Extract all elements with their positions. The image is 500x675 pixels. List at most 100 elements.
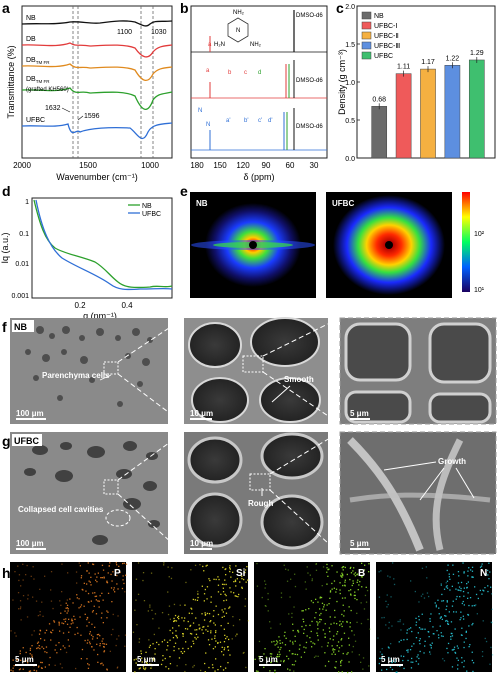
svg-text:b: b <box>228 70 232 76</box>
curve-d-ufbc <box>35 199 173 291</box>
b-xtick-30: 30 <box>310 161 319 170</box>
panel-c-density-chart: Density (g cm⁻³) 0.0 0.5 1.0 1.5 2.0 0.68 1.1… <box>337 4 496 163</box>
panel-h-eds-maps: P 5 μm Si 5 μm B 5 μm N 5 μm <box>10 562 494 674</box>
saxs-label-nb: NB <box>196 199 208 208</box>
eds-map-background <box>376 562 492 672</box>
d-ytick-0001: 0.001 <box>11 293 29 300</box>
svg-text:d': d' <box>268 118 272 124</box>
panel-d-frame <box>31 197 173 299</box>
panel-g-sem-ufbc: UFBC Collapsed cell cavities 100 μm Roug… <box>10 431 497 555</box>
eds-scalebar <box>137 664 159 666</box>
eds-map-background <box>254 562 370 672</box>
b-xtick-180: 180 <box>190 161 204 170</box>
panel-b-nmr: NH₂ NH₂ H₂N N a DMSO-d6 a b c d DMSO-d6 … <box>190 5 328 182</box>
svg-text:H₂N: H₂N <box>214 42 225 48</box>
saxs-label-ufbc: UFBC <box>332 199 354 208</box>
eds-map-background <box>10 562 126 672</box>
colorbar <box>462 192 470 292</box>
dmso-3: DMSO-d6 <box>296 124 323 130</box>
svg-text:a: a <box>206 68 210 74</box>
a-ylabel: Transmittance (%) <box>6 45 16 118</box>
panel-label-b: b <box>180 0 189 16</box>
c-ytick-label: 0.0 <box>345 156 355 163</box>
eds-scalebar-label: 5 μm <box>15 655 34 664</box>
bar-1 <box>371 106 388 159</box>
d-xtick-04: 0.4 <box>121 301 133 310</box>
svg-text:c: c <box>244 70 247 76</box>
svg-text:N: N <box>236 28 240 34</box>
annot-parenchyma: Parenchyma cells <box>42 371 110 380</box>
bar-value-label-2: 1.11 <box>397 64 410 71</box>
dmso-1: DMSO-d6 <box>296 13 323 19</box>
d-ylabel: Iq (a.u.) <box>0 232 10 263</box>
svg-text:b': b' <box>244 118 248 124</box>
panel-label-a: a <box>2 0 10 16</box>
curve-ufbc <box>21 122 173 140</box>
panel-label-f: f <box>2 319 7 335</box>
b-xtick-90: 90 <box>262 161 271 170</box>
d-legend-ufbc: UFBC <box>142 211 161 218</box>
curve-db-tmfr <box>21 63 173 81</box>
c-ytick-label: 0.5 <box>345 118 355 125</box>
sb-f1: 100 μm <box>16 409 44 418</box>
eds-element-label: B <box>358 568 365 579</box>
c-ytick-label: 1.0 <box>345 80 355 87</box>
panel-a-ftir: NB DB DBTM FR DBTM FR (grafted KH560) UF… <box>6 5 173 182</box>
bar-3 <box>420 68 436 159</box>
a-xlabel: Wavenumber (cm⁻¹) <box>56 172 137 182</box>
bar-5 <box>468 59 485 159</box>
eds-scalebar <box>381 664 403 666</box>
panel-a-frame <box>21 5 173 159</box>
eds-scalebar <box>259 664 281 666</box>
sem-f1 <box>10 318 168 424</box>
eds-element-label: N <box>480 568 487 579</box>
sb-f2: 10 μm <box>190 409 213 418</box>
annot-collapsed: Collapsed cell cavities <box>18 505 104 514</box>
legend-label-3: UFBC-Ⅱ <box>374 33 399 40</box>
a-xtick-2000: 2000 <box>13 161 31 170</box>
sb-g2: 10 μm <box>190 539 213 548</box>
panel-b-frame <box>190 5 328 159</box>
sb-g3: 5 μm <box>350 539 369 548</box>
svg-text:d: d <box>258 70 261 76</box>
eds-element-label: P <box>114 568 121 579</box>
sb-f3: 5 μm <box>350 409 369 418</box>
legend-label-4: UFBC-Ⅲ <box>374 43 400 50</box>
eds-map-b: B 5 μm <box>254 562 371 674</box>
label-nb: NB <box>26 15 36 22</box>
label-ufbc: UFBC <box>26 117 45 124</box>
c-ylabel: Density (g cm⁻³) <box>337 49 347 115</box>
bar-value-label-4: 1.22 <box>446 55 460 62</box>
sem-f-sample-label: NB <box>14 322 27 332</box>
c-ytick-label: 1.5 <box>345 42 355 49</box>
label-db: DB <box>26 36 36 43</box>
eds-scalebar-label: 5 μm <box>381 655 400 664</box>
legend-label-5: UFBC <box>374 53 393 60</box>
eds-map-p: P 5 μm <box>10 562 128 672</box>
annot-rough: Rough <box>248 499 273 508</box>
peak-1100: 1100 <box>117 29 132 36</box>
bar-2 <box>395 73 412 159</box>
legend-label-2: UFBC-Ⅰ <box>374 23 397 30</box>
annot-growth: Growth <box>438 457 466 466</box>
svg-text:a': a' <box>226 118 230 124</box>
eds-element-label: Si <box>236 568 246 579</box>
panel-d-saxs-curves: NB UFBC 1 0.1 0.01 0.001 0.2 0.4 q (nm⁻¹… <box>0 197 173 321</box>
legend-swatch-5 <box>361 51 372 60</box>
d-ytick-001: 0.01 <box>15 261 29 268</box>
panel-label-d: d <box>2 183 11 199</box>
eds-map-background <box>132 562 248 672</box>
curve-nb <box>21 20 173 27</box>
svg-text:N: N <box>206 122 210 128</box>
peak-1596: 1596 <box>84 113 100 120</box>
legend-swatch-3 <box>361 31 372 40</box>
a-xtick-1500: 1500 <box>79 161 97 170</box>
b-xtick-150: 150 <box>213 161 227 170</box>
svg-text:NH₂: NH₂ <box>250 42 262 48</box>
panel-f-sem-nb: NB Parenchyma cells 100 μm Smooth 10 μm … <box>10 317 497 425</box>
panel-label-g: g <box>2 433 11 449</box>
d-legend-nb: NB <box>142 203 152 210</box>
sem-g-sample-label: UFBC <box>14 436 39 446</box>
d-xlabel: q (nm⁻¹) <box>83 311 117 321</box>
label-db-tmfr-2: DBTM FR <box>26 76 50 84</box>
